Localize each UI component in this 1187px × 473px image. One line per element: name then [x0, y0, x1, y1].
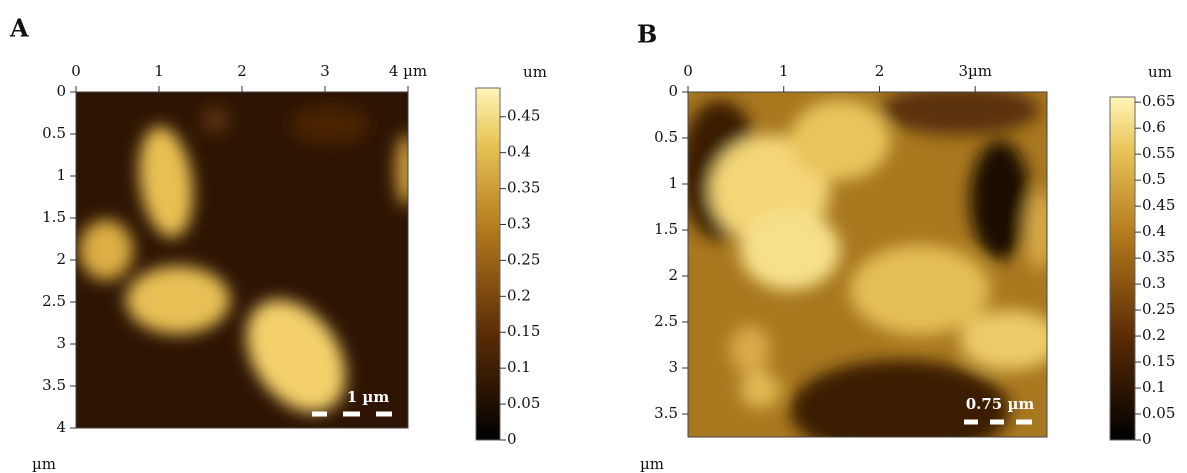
- colorbar-tick-label: 0.3: [1142, 274, 1166, 292]
- colorbar-tick-label: 0.45: [1142, 196, 1175, 214]
- y-tick-label: 3.5: [42, 376, 66, 394]
- axis-unit: µm: [640, 455, 664, 473]
- colorbar-tick-label: 0: [507, 430, 517, 448]
- colorbar-tick-label: 0.15: [1142, 352, 1175, 370]
- afm-image-a: [76, 92, 408, 428]
- colorbar-tick-label: 0.35: [507, 179, 540, 197]
- y-tick-label: 1: [668, 174, 678, 192]
- y-tick-label: 3: [668, 358, 678, 376]
- y-tick-label: 0.5: [42, 124, 66, 142]
- colorbar-tick-label: 0.05: [1142, 404, 1175, 422]
- colorbar-tick-label: 0.6: [1142, 118, 1166, 136]
- colorbar-tick-label: 0.4: [1142, 222, 1166, 240]
- image-frame: [687, 91, 1048, 438]
- colorbar-unit: um: [523, 63, 547, 81]
- y-tick-label: 4: [56, 418, 66, 436]
- colorbar-tick-label: 0.1: [1142, 378, 1166, 396]
- y-tick-label: 1.5: [654, 220, 678, 238]
- colorbar-tick-label: 0.2: [1142, 326, 1166, 344]
- panel-label: A: [9, 14, 29, 43]
- colorbar: [475, 87, 501, 441]
- y-tick-label: 1: [56, 166, 66, 184]
- colorbar-tick-label: 0.3: [507, 214, 531, 232]
- x-tick-label: 1: [154, 62, 164, 80]
- y-tick-label: 2: [56, 250, 66, 268]
- colorbar-tick-label: 0.4: [507, 143, 531, 161]
- colorbar-tick-label: 0.25: [507, 250, 540, 268]
- y-tick-label: 2.5: [654, 312, 678, 330]
- x-tick-label: 3µm: [958, 62, 992, 80]
- colorbar-tick-label: 0.5: [1142, 170, 1166, 188]
- y-tick-label: 2: [668, 266, 678, 284]
- y-tick-label: 3: [56, 334, 66, 352]
- afm-image-b: [688, 92, 1047, 437]
- y-tick-label: 3.5: [654, 404, 678, 422]
- colorbar-tick-label: 0: [1142, 430, 1152, 448]
- colorbar-tick-label: 0.1: [507, 358, 531, 376]
- scale-bar: [312, 411, 1032, 425]
- x-tick-label: 4 µm: [389, 62, 427, 80]
- x-tick-label: 0: [683, 62, 693, 80]
- panel-label: B: [637, 20, 657, 49]
- colorbar-tick-label: 0.15: [507, 322, 540, 340]
- colorbar-tick-label: 0.05: [507, 394, 540, 412]
- colorbar-tick-label: 0.35: [1142, 248, 1175, 266]
- x-tick-label: 2: [237, 62, 247, 80]
- scale-bar-label: 0.75 µm: [966, 395, 1035, 413]
- colorbar-tick-label: 0.2: [507, 286, 531, 304]
- colorbar-tick-label: 0.45: [507, 107, 540, 125]
- colorbar-unit: um: [1148, 63, 1172, 81]
- y-tick-label: 1.5: [42, 208, 66, 226]
- scale-bar-label: 1 µm: [347, 388, 390, 406]
- y-tick-label: 0: [668, 82, 678, 100]
- axis-unit: µm: [32, 455, 56, 473]
- y-tick-label: 2.5: [42, 292, 66, 310]
- colorbar: [1109, 96, 1136, 441]
- x-tick-label: 0: [71, 62, 81, 80]
- colorbar-tick-label: 0.25: [1142, 300, 1175, 318]
- colorbar-tick-label: 0.65: [1142, 92, 1175, 110]
- x-tick-label: 2: [875, 62, 885, 80]
- y-tick-label: 0.5: [654, 128, 678, 146]
- x-tick-label: 3: [320, 62, 330, 80]
- x-tick-label: 1: [779, 62, 789, 80]
- colorbar-tick-label: 0.55: [1142, 144, 1175, 162]
- y-tick-label: 0: [56, 82, 66, 100]
